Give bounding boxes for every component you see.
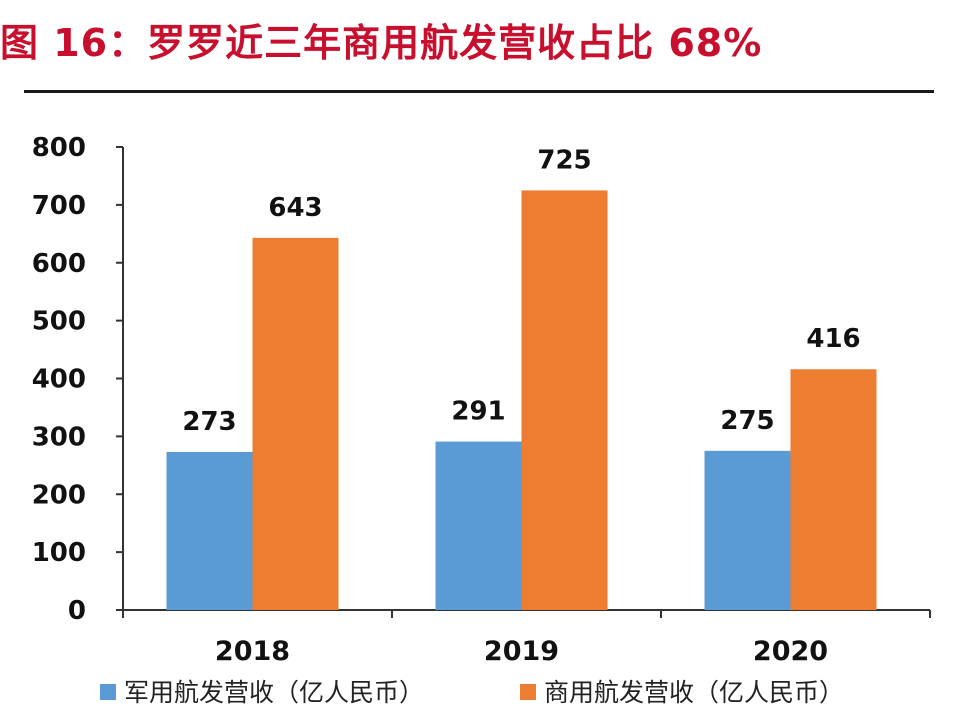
legend-label: 商用航发营收（亿人民币） [544, 678, 844, 707]
bar-commercial-2020 [791, 369, 877, 610]
y-tick-label: 200 [32, 480, 86, 510]
bar-commercial-2018 [253, 238, 339, 610]
data-label: 275 [720, 406, 774, 436]
x-tick-label: 2020 [753, 636, 828, 667]
x-tick-label: 2019 [484, 636, 559, 667]
legend-label: 军用航发营收（亿人民币） [124, 678, 424, 707]
legend-swatch [520, 684, 536, 700]
y-tick-label: 800 [32, 133, 86, 163]
y-tick-label: 100 [32, 538, 86, 568]
legend-swatch [100, 684, 116, 700]
data-label: 725 [537, 145, 591, 175]
chart-legend: 军用航发营收（亿人民币） 商用航发营收（亿人民币） [100, 678, 844, 707]
data-label: 291 [451, 397, 505, 427]
bar-military-2018 [167, 452, 253, 610]
y-tick-label: 0 [68, 596, 86, 626]
bar-military-2019 [436, 442, 522, 610]
y-tick-label: 500 [32, 307, 86, 337]
bar-military-2020 [705, 451, 791, 610]
y-tick-label: 700 [32, 191, 86, 221]
data-label: 416 [806, 324, 860, 354]
data-label: 643 [268, 193, 322, 223]
y-tick-label: 600 [32, 249, 86, 279]
bar-commercial-2019 [522, 190, 608, 610]
x-tick-label: 2018 [215, 636, 290, 667]
y-tick-label: 400 [32, 365, 86, 395]
y-tick-label: 300 [32, 422, 86, 452]
chart-bars [167, 190, 877, 610]
data-label: 273 [182, 407, 236, 437]
